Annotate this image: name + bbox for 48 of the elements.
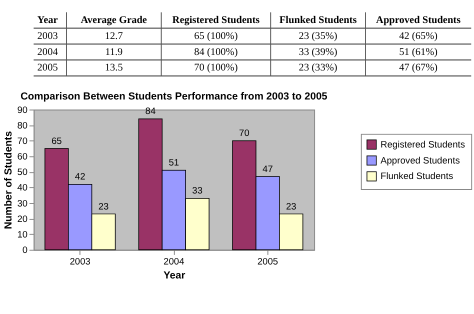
y-axis-title: Number of Students xyxy=(4,130,15,230)
text: 65 (100%) xyxy=(194,30,238,42)
legend-label: Flunked Students xyxy=(380,171,454,182)
y-tick-label: 90 xyxy=(17,104,28,115)
text: 42 (65%) xyxy=(399,30,438,42)
legend-label: Approved Students xyxy=(380,155,460,166)
data-label: 42 xyxy=(74,172,86,182)
text: 51 (61%) xyxy=(399,46,438,58)
data-label: 23 xyxy=(98,201,109,212)
text: Flunked Students xyxy=(279,15,357,26)
y-tick-label: 20 xyxy=(17,214,28,224)
data-label: 65 xyxy=(51,136,62,146)
text: 13.5 xyxy=(104,62,123,74)
data-label: 84 xyxy=(145,106,156,116)
data-label: 51 xyxy=(168,158,180,168)
y-tick-label: 40 xyxy=(17,182,28,193)
y-tick-label: 0 xyxy=(22,245,28,256)
chart-title: Comparison Between Students Performance from 2003 to 2005 xyxy=(20,91,328,102)
data-label: 23 xyxy=(286,201,296,212)
text: Registered Students xyxy=(172,15,260,26)
text: Year xyxy=(37,15,58,26)
y-tick-label: 80 xyxy=(17,120,28,130)
text: 2003 xyxy=(37,30,58,42)
y-tick-label: 10 xyxy=(17,229,28,240)
y-tick-label: 60 xyxy=(17,152,28,162)
text: Average Grade xyxy=(80,15,148,26)
text: 2004 xyxy=(37,46,58,58)
legend-label: Registered Students xyxy=(380,139,466,150)
text: 84 (100%) xyxy=(194,46,238,58)
data-label: 47 xyxy=(262,164,273,174)
text: Approved Students xyxy=(376,15,461,26)
data-label: 70 xyxy=(239,128,250,138)
text: 2005 xyxy=(37,62,58,74)
y-tick-label: 70 xyxy=(17,136,28,146)
x-tick-label: 2003 xyxy=(70,256,90,266)
text: 23 (35%) xyxy=(298,30,338,42)
x-tick-label: 2004 xyxy=(164,256,184,266)
text: 33 (39%) xyxy=(298,46,338,58)
y-tick-label: 30 xyxy=(17,198,28,208)
text: 12.7 xyxy=(104,30,123,42)
text: 23 (33%) xyxy=(298,62,338,74)
x-tick-label: 2005 xyxy=(257,256,278,266)
text: 11.9 xyxy=(105,46,123,58)
data-label: 33 xyxy=(192,186,203,196)
x-axis-title: Year xyxy=(164,270,186,282)
text: 47 (67%) xyxy=(399,62,438,74)
y-tick-label: 50 xyxy=(17,167,28,178)
text: 70 (100%) xyxy=(194,62,238,74)
